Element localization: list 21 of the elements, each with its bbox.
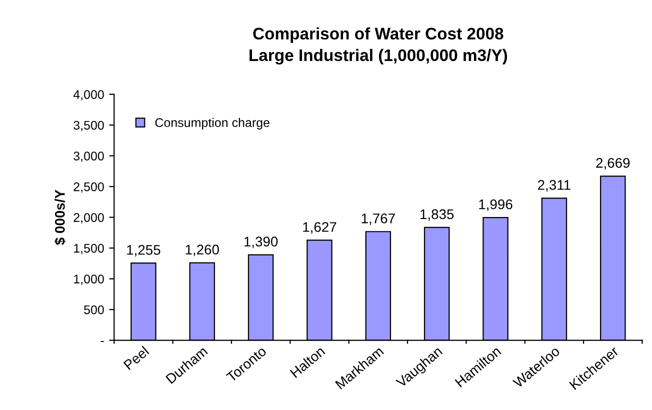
text: 1,260 <box>186 244 219 256</box>
text: 1,627 <box>303 222 336 234</box>
y-tick-label: 4,000 <box>73 90 104 100</box>
legend-label: Consumption charge <box>155 118 270 130</box>
y-tick-label: 2,000 <box>74 213 104 224</box>
y-axis-title: $ 000s/Y <box>54 190 66 245</box>
text: 1,390 <box>244 236 278 248</box>
y-tick-label: - <box>100 341 104 342</box>
y-tick-label: 1,500 <box>74 244 104 254</box>
y-tick-label: 1,000 <box>74 274 104 285</box>
text: 1,835 <box>420 209 454 221</box>
y-tick-label: 3,500 <box>74 120 104 132</box>
text: 1,996 <box>479 199 512 211</box>
y-tick-label: 500 <box>84 305 104 314</box>
text: 1,255 <box>127 244 160 256</box>
text: 1,767 <box>362 213 395 225</box>
text: 2,669 <box>596 158 630 170</box>
text: 2,311 <box>538 180 570 192</box>
chart-title: Comparison of Water Cost 2008 Large Industrial (1,000,000 m3/Y) <box>250 27 508 64</box>
y-tick-label: 2,500 <box>74 182 104 193</box>
y-tick-label: 3,000 <box>74 152 104 162</box>
